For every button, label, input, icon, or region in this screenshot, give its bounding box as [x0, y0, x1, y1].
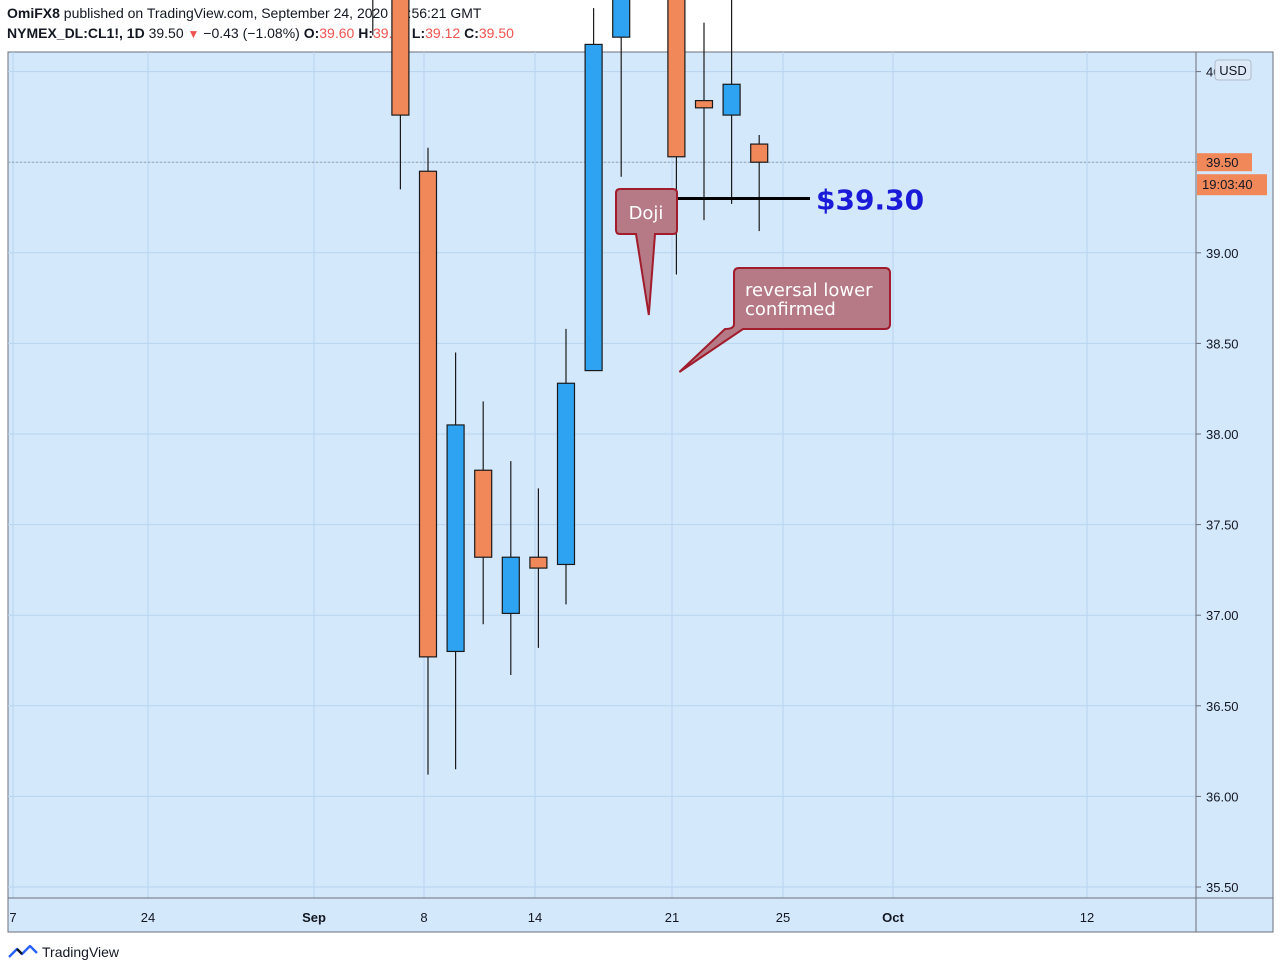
- time-tick-label: 25: [776, 910, 790, 925]
- time-tick-label: 7: [9, 910, 16, 925]
- candle-body: [667, 0, 686, 158]
- last-price: 39.50: [148, 25, 184, 41]
- candle[interactable]: [391, 0, 410, 190]
- low-label: L:: [411, 25, 426, 41]
- reversal-label-line: reversal lower: [745, 280, 873, 301]
- candle[interactable]: [722, 0, 741, 204]
- price-tick-label: 38.50: [1206, 336, 1239, 351]
- candle-body: [750, 143, 769, 163]
- tradingview-logo-icon: [8, 945, 38, 958]
- time-tick-label: 14: [528, 910, 542, 925]
- price-tick-label: 37.00: [1206, 608, 1239, 623]
- candle-body: [584, 43, 603, 372]
- currency-badge[interactable]: [1214, 59, 1252, 81]
- candle[interactable]: [529, 488, 548, 648]
- last-price-tag-label: 39.50: [1206, 155, 1239, 170]
- candle-body: [446, 424, 465, 653]
- time-tick-label: 8: [420, 910, 427, 925]
- legend-row: NYMEX_DL:CL1!, 1D 39.50 ▼ −0.43 (−1.08%)…: [7, 25, 514, 41]
- author-name[interactable]: OmiFX8: [7, 5, 60, 21]
- time-tick-label: Oct: [882, 910, 904, 925]
- price-tick-label: 39.00: [1206, 246, 1239, 261]
- low-value: 39.12: [425, 25, 461, 41]
- annotations: $39.30 Doji reversal lower confirmed: [615, 183, 924, 373]
- publish-date: published on TradingView.com, September …: [63, 5, 482, 21]
- candle[interactable]: [446, 352, 465, 770]
- price-tick-label: 36.50: [1206, 699, 1239, 714]
- time-tick-label: Sep: [302, 910, 326, 925]
- candle-body: [418, 170, 438, 658]
- candle-body: [612, 0, 631, 38]
- candle[interactable]: [364, 0, 381, 36]
- countdown-tag-label: 19:03:40: [1202, 177, 1253, 192]
- candle-body: [722, 83, 741, 116]
- high-label: H:: [358, 25, 373, 41]
- price-axis[interactable]: 35.50 36.00 36.50 37.00 37.50 38.00 38.50 39.00…: [1196, 0, 1252, 895]
- candle-body: [694, 99, 714, 109]
- doji-label: Doji: [629, 203, 664, 224]
- candle[interactable]: [556, 328, 576, 605]
- price-tick-label: 38.00: [1206, 427, 1239, 442]
- candle-body: [529, 556, 548, 569]
- footer[interactable]: TradingView: [8, 944, 119, 960]
- down-triangle-icon: ▼: [187, 27, 200, 41]
- reversal-label: reversal lower confirmed: [745, 280, 873, 320]
- candle[interactable]: [694, 22, 714, 221]
- open-label: O:: [303, 25, 320, 41]
- reversal-callout: [678, 267, 891, 373]
- axis-labels: 39.50 19:03:40: [1197, 153, 1267, 196]
- time-tick-label: 24: [141, 910, 155, 925]
- time-axis[interactable]: 7 24 Sep 8 14 21 25 Oct 12: [9, 910, 1094, 925]
- candle[interactable]: [474, 401, 493, 625]
- open-value: 39.60: [319, 25, 355, 41]
- publish-info: OmiFX8 published on TradingView.com, Sep…: [7, 5, 481, 21]
- candle-body: [501, 556, 520, 614]
- candle[interactable]: [584, 8, 603, 372]
- candles: [364, 0, 769, 775]
- symbol-label: NYMEX_DL:CL1!, 1D: [7, 25, 145, 41]
- chart-background: [7, 51, 1274, 933]
- price-tick-label: 37.50: [1206, 518, 1239, 533]
- close-label: C:: [464, 25, 479, 41]
- time-tick-label: 21: [665, 910, 679, 925]
- support-label: $39.30: [816, 183, 924, 216]
- candle[interactable]: [418, 147, 438, 775]
- doji-callout: [615, 188, 678, 316]
- candle-body: [474, 469, 493, 558]
- price-change: −0.43 (−1.08%): [203, 25, 300, 41]
- candle[interactable]: [501, 461, 520, 675]
- candle-body: [391, 0, 410, 116]
- price-tick-label: 35.50: [1206, 880, 1239, 895]
- candle-body: [556, 382, 576, 566]
- currency-label: USD: [1219, 63, 1246, 78]
- last-price-tag: [1197, 153, 1252, 172]
- close-value: 39.50: [478, 25, 514, 41]
- price-tick-label: 36.00: [1206, 789, 1239, 804]
- countdown-tag: [1197, 174, 1267, 196]
- tradingview-brand: TradingView: [42, 944, 120, 960]
- reversal-label-line: confirmed: [745, 299, 836, 320]
- candle[interactable]: [750, 135, 769, 232]
- candle[interactable]: [612, 0, 631, 177]
- time-tick-label: 12: [1080, 910, 1094, 925]
